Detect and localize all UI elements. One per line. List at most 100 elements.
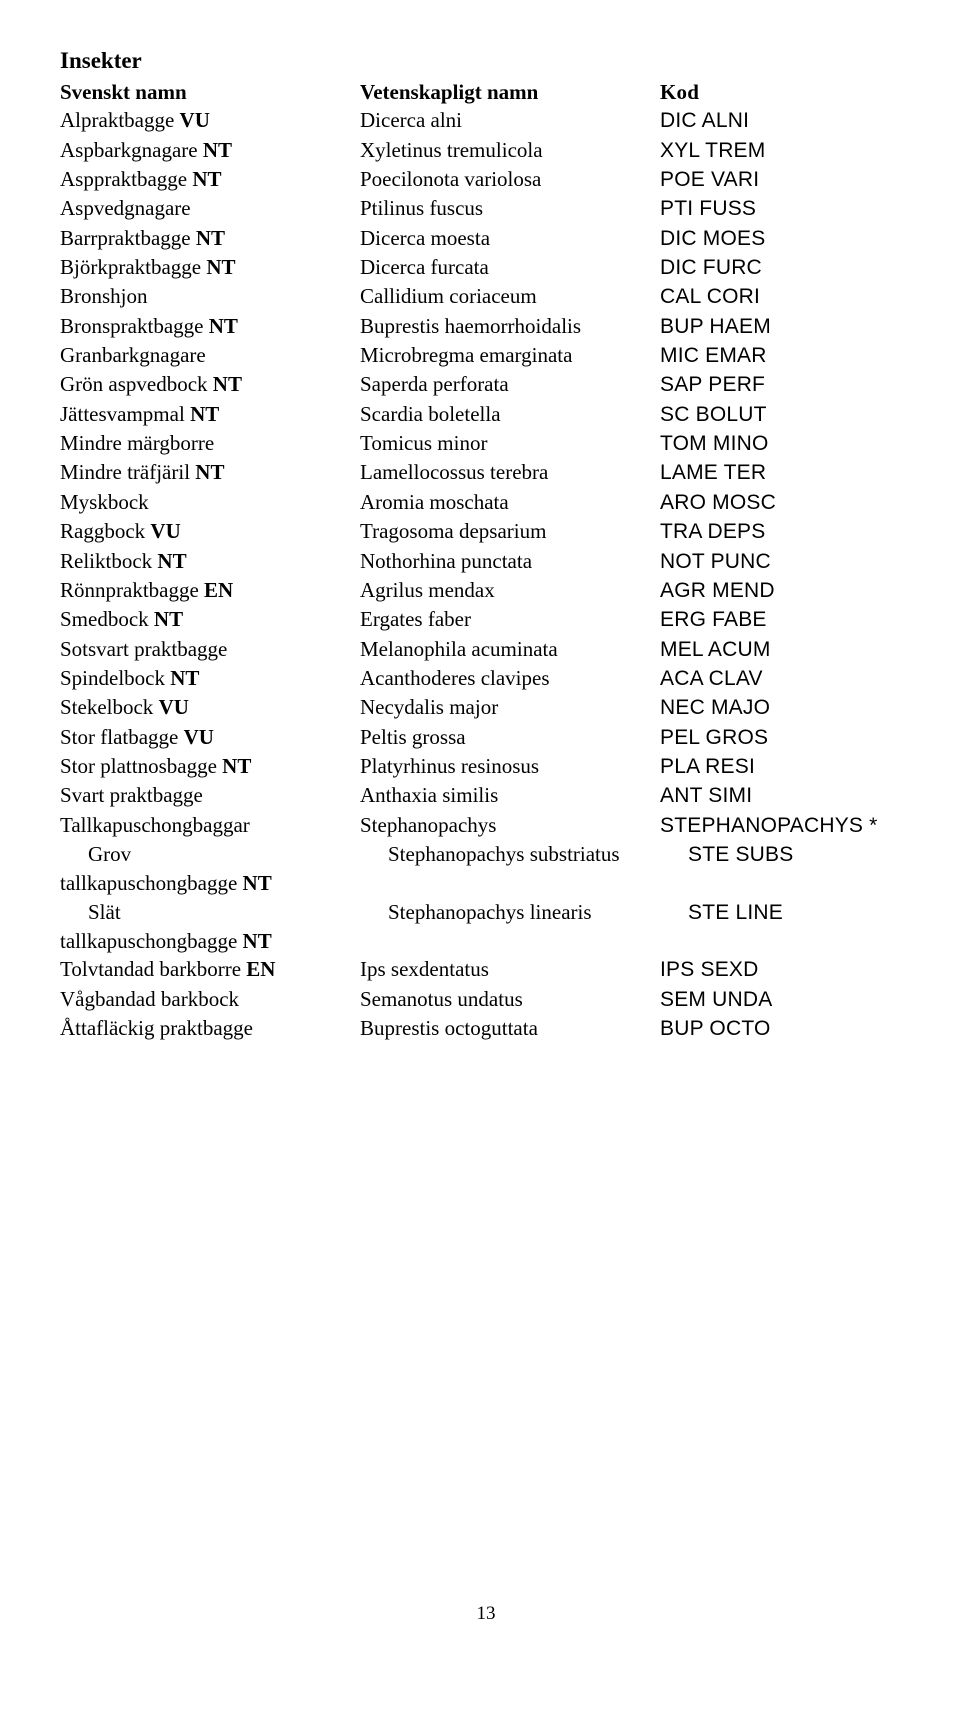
swedish-name: Vågbandad barkbock	[60, 987, 239, 1011]
table-row: GrovStephanopachys substriatusSTE SUBS	[60, 840, 912, 869]
table-row: Sotsvart praktbaggeMelanophila acuminata…	[60, 635, 912, 664]
code-cell: NOT PUNC	[660, 548, 912, 576]
code-cell: SAP PERF	[660, 371, 912, 399]
scientific-name-cell: Poecilonota variolosa	[360, 165, 660, 193]
swedish-name-cell: Bronshjon	[60, 282, 360, 310]
swedish-name-cell: Grov	[60, 840, 388, 868]
swedish-name-cell: Raggbock VU	[60, 517, 360, 545]
swedish-name-cell: Slät	[60, 898, 388, 926]
status-suffix: VU	[184, 725, 214, 749]
scientific-name-cell: Stephanopachys substriatus	[388, 840, 688, 868]
swedish-name-cell: tallkapuschongbagge NT	[60, 869, 360, 897]
code-cell: MEL ACUM	[660, 636, 912, 664]
swedish-name-cell: Smedbock NT	[60, 605, 360, 633]
swedish-name: Mindre märgborre	[60, 431, 214, 455]
swedish-name-cell: Reliktbock NT	[60, 547, 360, 575]
status-suffix: EN	[246, 957, 275, 981]
status-suffix: NT	[192, 167, 221, 191]
species-table: Svenskt namn Vetenskapligt namn Kod Alpr…	[60, 78, 912, 1043]
swedish-name-wrap: tallkapuschongbagge	[60, 871, 237, 895]
code-cell: AGR MEND	[660, 577, 912, 605]
section-title: Insekter	[60, 48, 912, 74]
swedish-name-cell: Alpraktbagge VU	[60, 106, 360, 134]
swedish-name-cell: Stekelbock VU	[60, 693, 360, 721]
swedish-name: Tallkapuschongbaggar	[60, 813, 250, 837]
swedish-name: Grön aspvedbock	[60, 372, 208, 396]
code-cell: ERG FABE	[660, 606, 912, 634]
swedish-name: Slät	[88, 900, 121, 924]
scientific-name-cell: Platyrhinus resinosus	[360, 752, 660, 780]
code-cell: DIC MOES	[660, 225, 912, 253]
swedish-name: Åttafläckig praktbagge	[60, 1016, 253, 1040]
status-suffix: NT	[203, 138, 232, 162]
scientific-name-cell: Aromia moschata	[360, 488, 660, 516]
code-cell: LAME TER	[660, 459, 912, 487]
scientific-name-cell: Tragosoma depsarium	[360, 517, 660, 545]
code-cell: BUP HAEM	[660, 313, 912, 341]
swedish-name: Aspvedgnagare	[60, 196, 191, 220]
table-row: Stor plattnosbagge NTPlatyrhinus resinos…	[60, 752, 912, 781]
scientific-name-cell: Stephanopachys linearis	[388, 898, 688, 926]
table-row: TallkapuschongbaggarStephanopachysSTEPHA…	[60, 811, 912, 840]
status-suffix: NT	[243, 871, 272, 895]
scientific-name-cell: Scardia boletella	[360, 400, 660, 428]
table-row: Spindelbock NTAcanthoderes clavipesACA C…	[60, 664, 912, 693]
status-suffix: NT	[206, 255, 235, 279]
swedish-name: Spindelbock	[60, 666, 165, 690]
swedish-name: Bronshjon	[60, 284, 148, 308]
status-suffix: NT	[170, 666, 199, 690]
table-row: Svart praktbaggeAnthaxia similisANT SIMI	[60, 781, 912, 810]
swedish-name-cell: Barrpraktbagge NT	[60, 224, 360, 252]
swedish-name-cell: Bronspraktbagge NT	[60, 312, 360, 340]
scientific-name-cell: Tomicus minor	[360, 429, 660, 457]
scientific-name-cell: Microbregma emarginata	[360, 341, 660, 369]
table-row: tallkapuschongbagge NT	[60, 869, 912, 897]
code-cell: DIC ALNI	[660, 107, 912, 135]
scientific-name-cell: Buprestis octoguttata	[360, 1014, 660, 1042]
swedish-name-cell: Mindre träfjäril NT	[60, 458, 360, 486]
status-suffix: NT	[213, 372, 242, 396]
code-cell: DIC FURC	[660, 254, 912, 282]
swedish-name-cell: Rönnpraktbagge EN	[60, 576, 360, 604]
swedish-name-cell: Tallkapuschongbaggar	[60, 811, 360, 839]
swedish-name: Rönnpraktbagge	[60, 578, 199, 602]
code-cell: ARO MOSC	[660, 489, 912, 517]
scientific-name-cell: Dicerca furcata	[360, 253, 660, 281]
table-row: Tolvtandad barkborre ENIps sexdentatusIP…	[60, 955, 912, 984]
table-row: Vågbandad barkbockSemanotus undatusSEM U…	[60, 985, 912, 1014]
code-cell: SEM UNDA	[660, 986, 912, 1014]
code-cell: SC BOLUT	[660, 401, 912, 429]
swedish-name: Myskbock	[60, 490, 149, 514]
swedish-name: Björkpraktbagge	[60, 255, 201, 279]
status-suffix: NT	[196, 226, 225, 250]
code-cell: STE LINE	[688, 899, 912, 927]
status-suffix: EN	[204, 578, 233, 602]
status-suffix: NT	[190, 402, 219, 426]
status-suffix: VU	[150, 519, 180, 543]
header-code: Kod	[660, 78, 912, 106]
scientific-name-cell: Dicerca alni	[360, 106, 660, 134]
swedish-name: Grov	[88, 842, 131, 866]
swedish-name-cell: Mindre märgborre	[60, 429, 360, 457]
status-suffix: NT	[195, 460, 224, 484]
code-cell: PEL GROS	[660, 724, 912, 752]
swedish-name-wrap: tallkapuschongbagge	[60, 929, 237, 953]
code-cell: MIC EMAR	[660, 342, 912, 370]
table-header-row: Svenskt namn Vetenskapligt namn Kod	[60, 78, 912, 106]
table-row: Björkpraktbagge NTDicerca furcataDIC FUR…	[60, 253, 912, 282]
swedish-name-cell: Granbarkgnagare	[60, 341, 360, 369]
swedish-name-cell: Vågbandad barkbock	[60, 985, 360, 1013]
table-row: Rönnpraktbagge ENAgrilus mendaxAGR MEND	[60, 576, 912, 605]
scientific-name-cell: Xyletinus tremulicola	[360, 136, 660, 164]
swedish-name-cell: Svart praktbagge	[60, 781, 360, 809]
table-row: Stor flatbagge VUPeltis grossaPEL GROS	[60, 723, 912, 752]
swedish-name-cell: Grön aspvedbock NT	[60, 370, 360, 398]
swedish-name-cell: Jättesvampmal NT	[60, 400, 360, 428]
swedish-name: Sotsvart praktbagge	[60, 637, 227, 661]
code-cell: BUP OCTO	[660, 1015, 912, 1043]
scientific-name-cell: Stephanopachys	[360, 811, 660, 839]
swedish-name-cell: Björkpraktbagge NT	[60, 253, 360, 281]
table-row: Myskbock Aromia moschataARO MOSC	[60, 488, 912, 517]
table-row: Alpraktbagge VUDicerca alniDIC ALNI	[60, 106, 912, 135]
table-row: Bronspraktbagge NTBuprestis haemorrhoida…	[60, 312, 912, 341]
